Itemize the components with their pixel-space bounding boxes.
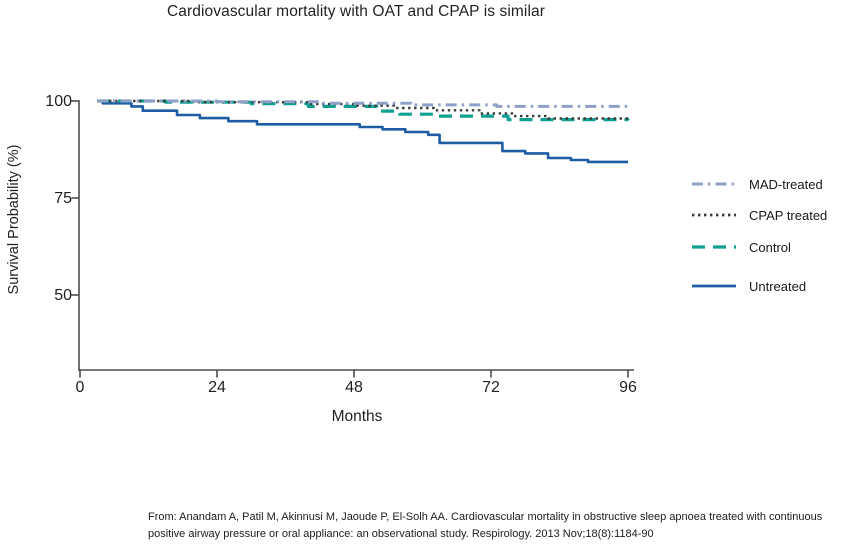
legend-item-untreated: Untreated	[690, 276, 806, 296]
y-tick-label-50: 50	[54, 287, 72, 304]
legend-item-control: Control	[690, 237, 791, 257]
source-citation-line1: From: Anandam A, Patil M, Akinnusi M, Ja…	[148, 511, 823, 523]
legend-swatch-mad-treated-icon	[692, 182, 736, 186]
plot-svg	[71, 99, 634, 378]
x-tick-label-0: 0	[75, 379, 85, 396]
legend-label-control: Control	[749, 239, 791, 255]
legend-label-cpap-treated: CPAP treated	[749, 207, 828, 223]
legend-swatch-control-icon	[692, 245, 736, 249]
x-tick-label-96: 96	[619, 379, 637, 396]
source-citation: From: Anandam A, Patil M, Akinnusi M, Ja…	[148, 509, 860, 543]
x-tick-label-48: 48	[345, 379, 363, 396]
curve-mad-treated	[97, 99, 630, 108]
x-tick-label-24: 24	[208, 379, 226, 396]
legend-label-untreated: Untreated	[749, 278, 807, 294]
legend-item-cpap-treated: CPAP treated	[690, 205, 827, 225]
axes	[71, 100, 634, 378]
legend-label-mad-treated: MAD-treated	[749, 176, 823, 192]
y-tick-label-75: 75	[54, 190, 72, 207]
legend-swatch-cpap-treated-icon	[692, 213, 736, 217]
y-tick-label-100: 100	[45, 93, 72, 110]
chart-title: Cardiovascular mortality with OAT and CP…	[167, 3, 545, 20]
survival-curves	[97, 99, 630, 164]
legend-item-mad-treated: MAD-treated	[690, 174, 823, 194]
source-citation-line2: positive airway pressure or oral applian…	[148, 528, 654, 540]
curve-untreated	[97, 99, 628, 164]
legend-swatch-untreated-icon	[692, 284, 736, 288]
x-axis-label: Months	[331, 408, 383, 425]
x-tick-label-72: 72	[482, 379, 500, 396]
